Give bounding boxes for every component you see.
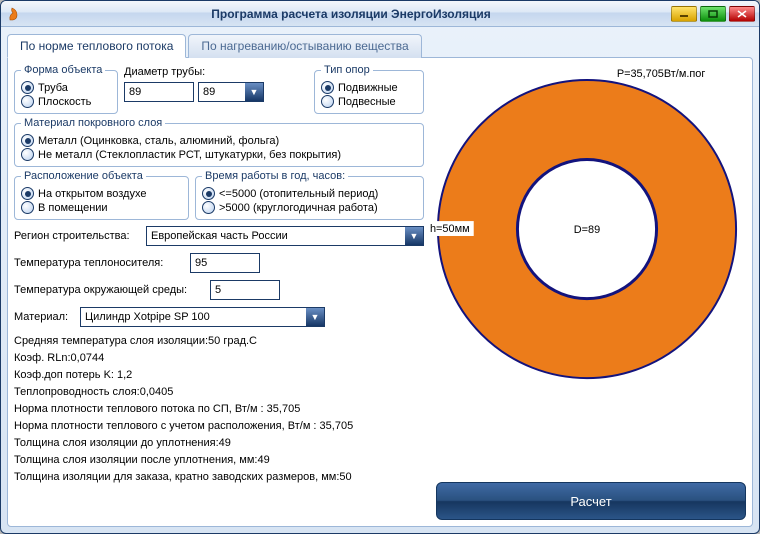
radio-icon — [21, 187, 34, 200]
app-icon — [5, 5, 23, 23]
left-column: Форма объекта Труба Плоскость Диаметр тр… — [14, 64, 424, 520]
group-cover-legend: Материал покровного слоя — [21, 117, 165, 129]
region-label: Регион строительства: — [14, 230, 140, 242]
window-controls — [671, 6, 755, 22]
result-line: Норма плотности теплового потока по СП, … — [14, 401, 424, 418]
result-line: Толщина изоляции для заказа, кратно заво… — [14, 469, 424, 486]
radio-icon — [21, 148, 34, 161]
temp-media-input[interactable] — [190, 253, 260, 273]
svg-text:P=35,705Вт/м.пог: P=35,705Вт/м.пог — [617, 68, 706, 80]
result-line: Средняя температура слоя изоляции:50 гра… — [14, 333, 424, 350]
radio-icon — [21, 134, 34, 147]
tab-panel: Форма объекта Труба Плоскость Диаметр тр… — [7, 57, 753, 527]
radio-label: Труба — [38, 82, 68, 94]
radio-cover-nonmetal[interactable]: Не металл (Стеклопластик РСТ, штукатурки… — [21, 148, 417, 161]
tab-heating-cooling[interactable]: По нагреванию/остыванию вещества — [188, 34, 421, 58]
group-location: Расположение объекта На открытом воздухе… — [14, 170, 189, 220]
group-operating-hours: Время работы в год, часов: <=5000 (отопи… — [195, 170, 424, 220]
close-button[interactable] — [729, 6, 755, 22]
radio-cover-metal[interactable]: Металл (Оцинковка, сталь, алюминий, фоль… — [21, 134, 417, 147]
temp-env-label: Температура окружающей среды: — [14, 284, 204, 296]
group-cover-material: Материал покровного слоя Металл (Оцинков… — [14, 117, 424, 167]
radio-support-hanging[interactable]: Подвесные — [321, 95, 417, 108]
radio-icon — [21, 81, 34, 94]
radio-location-indoor[interactable]: В помещении — [21, 201, 182, 214]
svg-text:D=89: D=89 — [574, 224, 600, 236]
radio-shape-plane[interactable]: Плоскость — [21, 95, 111, 108]
result-line: Коэф.доп потерь K: 1,2 — [14, 367, 424, 384]
radio-label: В помещении — [38, 202, 108, 214]
window-title: Программа расчета изоляции ЭнергоИзоляци… — [31, 7, 671, 21]
minimize-button[interactable] — [671, 6, 697, 22]
radio-label: Подвижные — [338, 82, 398, 94]
tab-heat-flux-norm[interactable]: По норме теплового потока — [7, 34, 186, 58]
diameter-block: Диаметр трубы: 89 ▼ — [124, 64, 308, 116]
radio-location-outdoor[interactable]: На открытом воздухе — [21, 187, 182, 200]
temp-env-input[interactable] — [210, 280, 280, 300]
group-hours-legend: Время работы в год, часов: — [202, 170, 348, 182]
maximize-button[interactable] — [700, 6, 726, 22]
radio-label: Подвесные — [338, 96, 396, 108]
tab-strip: По норме теплового потока По нагреванию/… — [7, 33, 753, 57]
material-label: Материал: — [14, 311, 74, 323]
calculate-button[interactable]: Расчет — [436, 482, 746, 520]
group-object-shape: Форма объекта Труба Плоскость — [14, 64, 118, 114]
radio-hours-gt5000[interactable]: >5000 (круглогодичная работа) — [202, 201, 417, 214]
app-window: Программа расчета изоляции ЭнергоИзоляци… — [0, 0, 760, 534]
temp-media-label: Температура теплоносителя: — [14, 257, 184, 269]
radio-label: >5000 (круглогодичная работа) — [219, 202, 378, 214]
group-location-legend: Расположение объекта — [21, 170, 146, 182]
result-line: Толщина слоя изоляции до уплотнения:49 — [14, 435, 424, 452]
result-line: Толщина слоя изоляции после уплотнения, … — [14, 452, 424, 469]
radio-icon — [202, 187, 215, 200]
chevron-down-icon: ▼ — [245, 83, 263, 101]
titlebar: Программа расчета изоляции ЭнергоИзоляци… — [1, 1, 759, 27]
region-select[interactable]: Европейская часть России ▼ — [146, 226, 424, 246]
right-column: P=35,705Вт/м.пог h=50мм D=89 Расчет — [428, 64, 746, 520]
svg-text:h=50мм: h=50мм — [430, 223, 470, 235]
material-select[interactable]: Цилиндр Xotpipe SP 100 ▼ — [80, 307, 325, 327]
radio-label: На открытом воздухе — [38, 188, 146, 200]
results-block: Средняя температура слоя изоляции:50 гра… — [14, 333, 424, 486]
diameter-select[interactable]: 89 ▼ — [198, 82, 264, 102]
group-support-type: Тип опор Подвижные Подвесные — [314, 64, 424, 114]
pipe-diagram: P=35,705Вт/м.пог h=50мм D=89 — [428, 64, 746, 404]
group-object-shape-legend: Форма объекта — [21, 64, 105, 76]
result-line: Теплопроводность слоя:0,0405 — [14, 384, 424, 401]
client-area: По норме теплового потока По нагреванию/… — [1, 27, 759, 533]
radio-icon — [202, 201, 215, 214]
calculate-button-label: Расчет — [570, 494, 611, 509]
radio-label: Металл (Оцинковка, сталь, алюминий, фоль… — [38, 135, 279, 147]
group-support-legend: Тип опор — [321, 64, 373, 76]
radio-label: <=5000 (отопительный период) — [219, 188, 378, 200]
diameter-label: Диаметр трубы: — [124, 66, 308, 78]
chevron-down-icon: ▼ — [306, 308, 324, 326]
result-line: Коэф. RLn:0,0744 — [14, 350, 424, 367]
select-value: Европейская часть России — [151, 230, 288, 242]
radio-shape-pipe[interactable]: Труба — [21, 81, 111, 94]
radio-icon — [21, 95, 34, 108]
chevron-down-icon: ▼ — [405, 227, 423, 245]
select-value: 89 — [203, 86, 215, 98]
diameter-input[interactable] — [124, 82, 194, 102]
radio-icon — [21, 201, 34, 214]
radio-icon — [321, 95, 334, 108]
radio-label: Плоскость — [38, 96, 91, 108]
result-line: Норма плотности теплового с учетом распо… — [14, 418, 424, 435]
select-value: Цилиндр Xotpipe SP 100 — [85, 311, 210, 323]
radio-label: Не металл (Стеклопластик РСТ, штукатурки… — [38, 149, 341, 161]
radio-hours-le5000[interactable]: <=5000 (отопительный период) — [202, 187, 417, 200]
radio-icon — [321, 81, 334, 94]
radio-support-sliding[interactable]: Подвижные — [321, 81, 417, 94]
